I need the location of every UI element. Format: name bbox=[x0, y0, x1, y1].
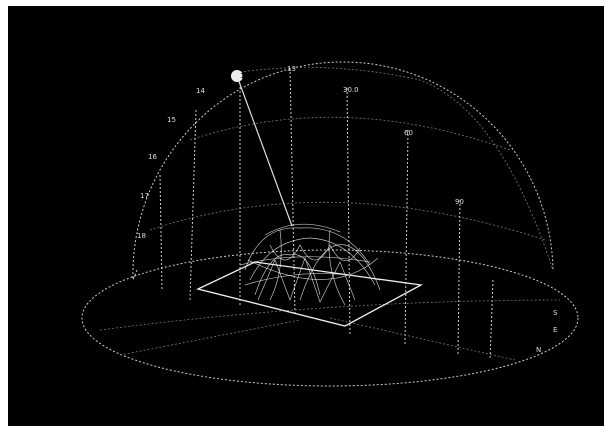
compass-label: E bbox=[553, 326, 557, 334]
sun-ray bbox=[236, 75, 293, 227]
ground-circle bbox=[81, 249, 579, 387]
dome bbox=[81, 61, 579, 387]
sun-marker bbox=[231, 70, 243, 82]
hour-label: 17 bbox=[140, 192, 149, 200]
ground-grid bbox=[99, 299, 561, 361]
hour-label: 18 bbox=[137, 232, 146, 240]
hour-label: 15 bbox=[167, 116, 176, 124]
altitude-label: 60 bbox=[404, 129, 413, 137]
hour-label: 13 bbox=[287, 65, 296, 73]
altitude-label: 90 bbox=[455, 198, 464, 206]
hour-label: 14 bbox=[196, 87, 205, 95]
building-mesh bbox=[239, 223, 381, 306]
sun-label: 12 bbox=[240, 72, 249, 80]
compass-label: S bbox=[553, 309, 558, 317]
site-plane bbox=[196, 261, 424, 327]
dome-ring bbox=[239, 67, 554, 271]
meridian bbox=[132, 67, 494, 361]
hour-label: 16 bbox=[148, 153, 157, 161]
altitude-label: 30.0 bbox=[343, 86, 359, 94]
dome-ring bbox=[189, 116, 511, 151]
viewport bbox=[8, 6, 604, 426]
compass-label: N bbox=[536, 346, 541, 354]
